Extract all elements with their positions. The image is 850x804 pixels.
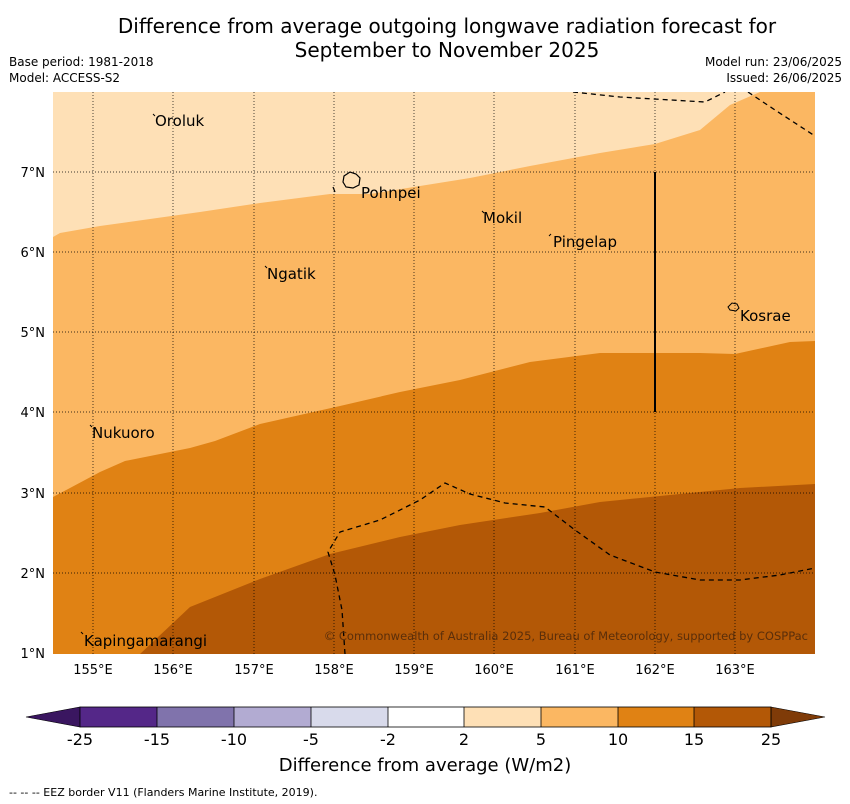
run-info: Model run: 23/06/2025 Issued: 26/06/2025 — [705, 54, 842, 86]
y-tick: 1°N — [21, 647, 46, 662]
x-tick: 158°E — [314, 663, 354, 678]
eez-legend: -- -- -- EEZ border V11 (Flanders Marine… — [9, 786, 318, 799]
kosrae-island — [727, 302, 740, 312]
model-name: Model: ACCESS-S2 — [9, 71, 121, 85]
graticule — [53, 92, 815, 654]
colorbar-segment — [80, 707, 157, 727]
colorbar-segment — [388, 707, 464, 727]
x-tick: 159°E — [394, 663, 434, 678]
model-info: Base period: 1981-2018 Model: ACCESS-S2 — [9, 54, 154, 86]
colorbar-segment — [311, 707, 388, 727]
colorbar-segment — [464, 707, 541, 727]
colorbar-segment — [157, 707, 234, 727]
colorbar-segment — [694, 707, 771, 727]
x-tick: 162°E — [635, 663, 675, 678]
place-kosrae: Kosrae — [740, 307, 791, 325]
colorbar-label: 25 — [761, 730, 781, 749]
x-tick: 155°E — [73, 663, 113, 678]
x-tick: 156°E — [153, 663, 193, 678]
colorbar-title: Difference from average (W/m2) — [278, 755, 572, 776]
colorbar-segment — [618, 707, 694, 727]
colorbar-high-extend — [770, 706, 826, 728]
atoll-marks — [80, 113, 552, 635]
place-ngatik: Ngatik — [267, 265, 316, 283]
colorbar-low-extend — [25, 706, 81, 728]
pohnpei-dash — [332, 186, 336, 193]
band-15-to-25 — [140, 484, 815, 654]
colorbar-label: -10 — [221, 730, 247, 749]
colorbar-segment — [234, 707, 311, 727]
colorbar-label: -15 — [144, 730, 170, 749]
x-axis: 155°E 156°E 157°E 158°E 159°E 160°E 161°… — [73, 663, 755, 678]
colorbar-label: -2 — [380, 730, 396, 749]
model-run: Model run: 23/06/2025 — [704, 55, 842, 69]
map-panel: Oroluk Pohnpei Mokil Pingelap Ngatik Kos… — [53, 92, 815, 654]
y-tick: 4°N — [21, 406, 46, 421]
issued-date: Issued: 26/06/2025 — [726, 71, 842, 85]
place-kapingamarangi: Kapingamarangi — [84, 632, 207, 650]
place-pingelap: Pingelap — [553, 233, 617, 251]
x-tick: 157°E — [234, 663, 274, 678]
x-tick: 163°E — [715, 663, 755, 678]
x-tick: 160°E — [474, 663, 514, 678]
colorbar: -25 -15 -10 -5 -2 2 5 10 15 25 — [25, 706, 826, 749]
y-tick: 2°N — [21, 567, 46, 582]
y-axis: 7°N 6°N 5°N 4°N 3°N 2°N 1°N — [21, 166, 46, 662]
y-tick: 7°N — [21, 166, 46, 181]
map-title: Difference from average outgoing longwav… — [0, 14, 850, 62]
place-pohnpei: Pohnpei — [361, 184, 421, 202]
base-period: Base period: 1981-2018 — [9, 55, 154, 69]
y-tick: 5°N — [21, 326, 46, 341]
colorbar-label: 10 — [608, 730, 628, 749]
colorbar-label: 15 — [684, 730, 704, 749]
colorbar-label: -5 — [303, 730, 319, 749]
y-tick: 6°N — [21, 246, 46, 261]
title-line-1: Difference from average outgoing longwav… — [117, 14, 777, 38]
credit-text: © Commonwealth of Australia 2025, Bureau… — [324, 629, 808, 643]
y-tick: 3°N — [21, 487, 46, 502]
colorbar-label: 2 — [459, 730, 469, 749]
colorbar-label: 5 — [536, 730, 546, 749]
title-line-2: September to November 2025 — [294, 38, 600, 62]
place-oroluk: Oroluk — [155, 112, 204, 130]
place-mokil: Mokil — [483, 209, 522, 227]
colorbar-label: -25 — [67, 730, 93, 749]
pohnpei-island — [342, 171, 361, 189]
place-nukuoro: Nukuoro — [92, 424, 155, 442]
x-tick: 161°E — [555, 663, 595, 678]
eez-borders — [327, 92, 815, 654]
colorbar-segment — [541, 707, 618, 727]
